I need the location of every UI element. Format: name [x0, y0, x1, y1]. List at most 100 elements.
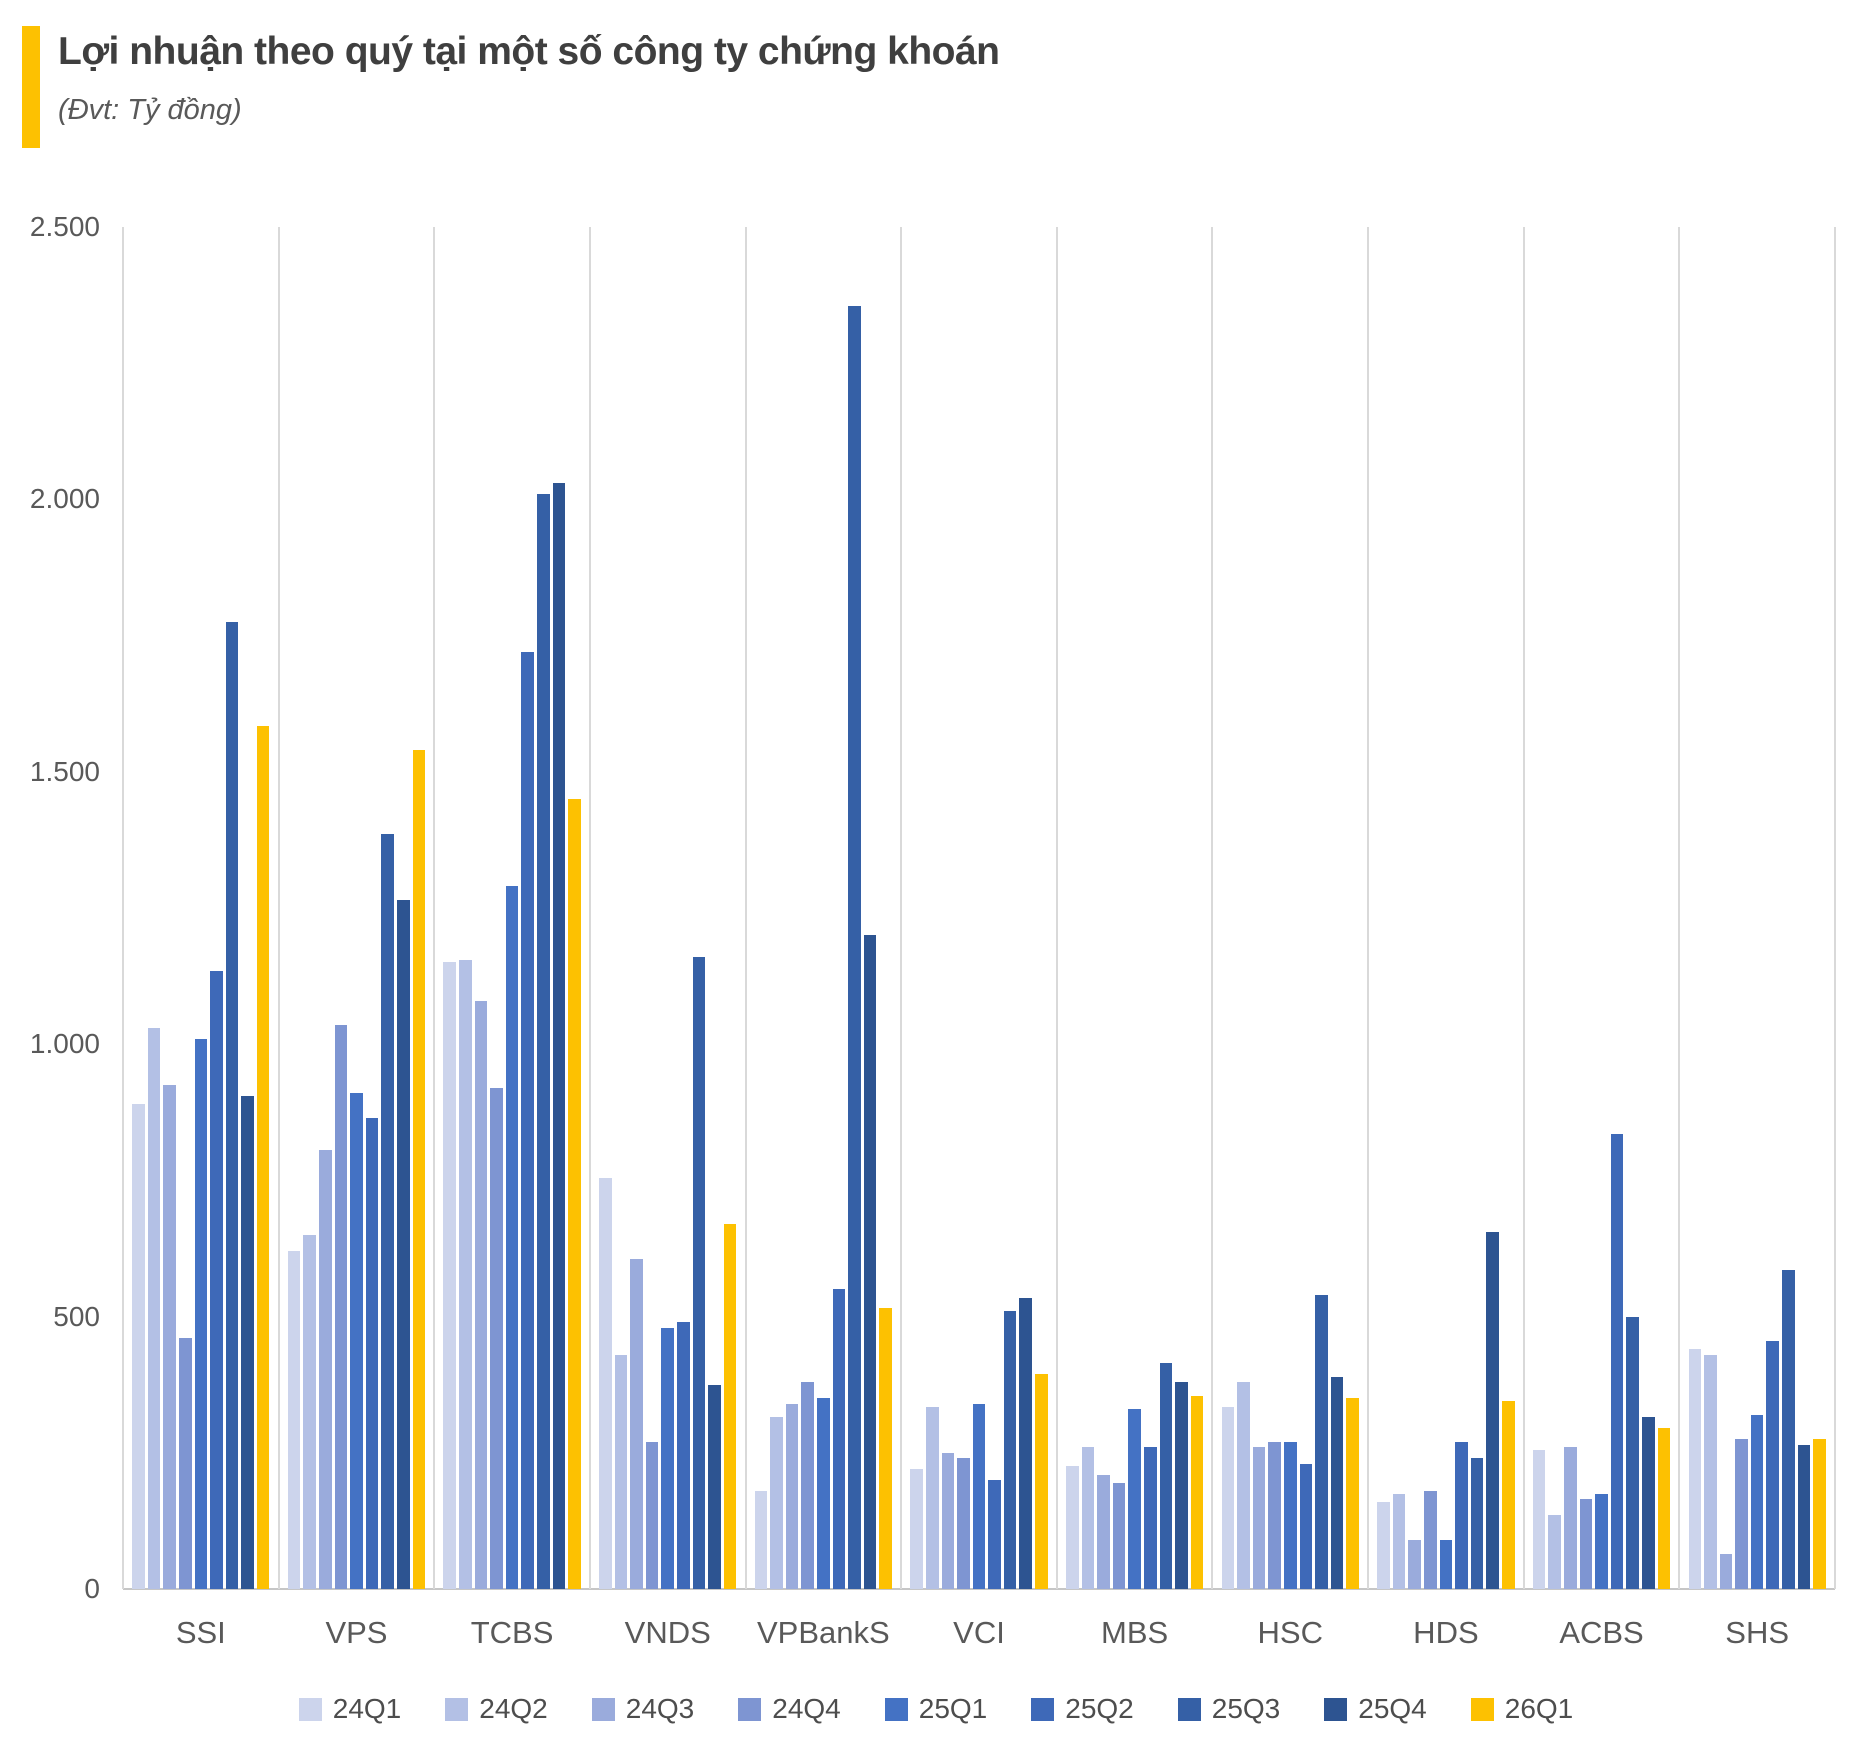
bar-vpbanks-25Q2 — [832, 1289, 846, 1589]
bar-vpbanks-25Q1 — [817, 1398, 830, 1589]
legend-label: 24Q2 — [479, 1693, 548, 1724]
y-tick-label: 2.000 — [29, 483, 100, 515]
category-label-vpbanks: VPBankS — [757, 1615, 890, 1650]
category-separator-line — [1055, 227, 1058, 1589]
bar-vnds-24Q4 — [645, 1441, 659, 1589]
y-tick-label: 1.000 — [29, 1028, 100, 1060]
bar-vps-25Q2 — [365, 1117, 379, 1589]
legend-item-25Q3: 25Q3 — [1177, 1693, 1281, 1725]
bar-vci-25Q1 — [972, 1403, 986, 1589]
legend-swatch-icon — [1177, 1697, 1201, 1721]
legend-swatch-icon — [738, 1697, 762, 1721]
bar-vci-25Q4 — [1019, 1297, 1033, 1589]
plot-area — [122, 227, 1836, 1590]
bar-acbs-25Q2 — [1610, 1134, 1624, 1589]
category-group-shs — [1679, 227, 1835, 1589]
bar-shs-24Q4 — [1735, 1439, 1748, 1589]
category-separator-line — [277, 227, 280, 1589]
bar-tcbs-24Q3 — [474, 1000, 488, 1589]
legend-swatch-icon — [1031, 1697, 1055, 1721]
bar-hds-24Q1 — [1377, 1501, 1390, 1589]
bar-vps-25Q1 — [350, 1093, 363, 1589]
bar-shs-25Q2 — [1766, 1341, 1780, 1589]
category-group-mbs — [1057, 227, 1213, 1589]
category-label-shs: SHS — [1725, 1615, 1790, 1650]
bar-vnds-25Q4 — [708, 1384, 721, 1589]
bar-mbs-25Q1 — [1128, 1409, 1141, 1589]
bar-mbs-25Q3 — [1159, 1362, 1173, 1589]
legend-swatch-icon — [445, 1697, 469, 1721]
bar-hsc-24Q3 — [1252, 1447, 1266, 1589]
category-label-ssi: SSI — [175, 1615, 226, 1650]
bar-mbs-24Q3 — [1097, 1474, 1110, 1589]
bar-hsc-25Q4 — [1330, 1376, 1344, 1589]
category-separator-line — [1834, 227, 1836, 1589]
bar-shs-25Q3 — [1782, 1270, 1795, 1589]
bar-hsc-24Q2 — [1237, 1381, 1250, 1589]
y-tick-label: 0 — [84, 1573, 100, 1604]
category-label-acbs: ACBS — [1559, 1615, 1644, 1650]
category-separator-line — [1678, 227, 1681, 1589]
title-accent-bar — [22, 26, 40, 148]
bar-vci-25Q2 — [988, 1480, 1001, 1589]
bar-vpbanks-24Q4 — [801, 1381, 815, 1589]
legend-item-25Q1: 25Q1 — [884, 1693, 988, 1725]
legend-label: 25Q3 — [1211, 1693, 1281, 1724]
bar-hds-26Q1 — [1501, 1401, 1515, 1589]
bar-tcbs-25Q3 — [536, 493, 550, 1589]
bar-ssi-24Q2 — [147, 1027, 161, 1589]
y-tick-label: 500 — [53, 1300, 100, 1332]
bar-shs-24Q3 — [1719, 1553, 1733, 1589]
bar-vnds-24Q2 — [614, 1354, 628, 1589]
bar-vnds-25Q1 — [661, 1327, 675, 1589]
bar-acbs-26Q1 — [1657, 1428, 1671, 1589]
legend-swatch-icon — [1324, 1697, 1348, 1721]
bar-acbs-25Q1 — [1595, 1493, 1608, 1589]
category-separator-line — [1522, 227, 1525, 1589]
bar-vps-25Q4 — [396, 899, 410, 1589]
bar-acbs-24Q4 — [1579, 1499, 1593, 1589]
legend-item-25Q2: 25Q2 — [1031, 1693, 1134, 1725]
bar-ssi-25Q3 — [225, 621, 239, 1589]
bar-vnds-26Q1 — [723, 1223, 737, 1589]
bar-shs-24Q1 — [1688, 1349, 1702, 1589]
legend-swatch-icon — [1470, 1697, 1494, 1721]
x-axis-baseline — [123, 1588, 1835, 1590]
category-group-vps — [279, 227, 435, 1589]
category-label-tcbs: TCBS — [470, 1615, 554, 1650]
legend-item-24Q2: 24Q2 — [445, 1693, 548, 1725]
bar-mbs-24Q2 — [1081, 1447, 1095, 1589]
legend-swatch-icon — [884, 1697, 908, 1721]
bar-ssi-25Q2 — [210, 970, 223, 1589]
bar-hds-25Q3 — [1470, 1458, 1484, 1589]
bar-shs-25Q1 — [1750, 1414, 1764, 1589]
bar-tcbs-25Q4 — [552, 483, 566, 1589]
bar-vci-25Q3 — [1003, 1311, 1017, 1589]
bar-vpbanks-25Q4 — [863, 935, 877, 1589]
bar-tcbs-25Q2 — [521, 651, 534, 1589]
bar-vpbanks-26Q1 — [879, 1308, 893, 1589]
bar-vps-26Q1 — [412, 750, 426, 1589]
category-label-vps: VPS — [325, 1615, 388, 1650]
bar-vps-25Q3 — [381, 834, 394, 1589]
bar-acbs-25Q4 — [1642, 1417, 1655, 1589]
bar-hsc-25Q1 — [1283, 1441, 1297, 1589]
bar-vnds-25Q3 — [692, 957, 706, 1589]
bar-vnds-24Q1 — [599, 1177, 612, 1589]
category-label-vci: VCI — [953, 1615, 1005, 1650]
bar-vci-24Q2 — [925, 1406, 939, 1589]
bar-mbs-24Q1 — [1065, 1466, 1079, 1589]
category-label-mbs: MBS — [1101, 1615, 1169, 1650]
category-group-tcbs — [434, 227, 590, 1589]
y-axis: 0 500 1.000 1.500 2.000 2.500 — [0, 211, 100, 1604]
bar-ssi-26Q1 — [256, 725, 270, 1589]
bar-hds-24Q2 — [1392, 1493, 1406, 1589]
bar-shs-25Q4 — [1797, 1444, 1811, 1589]
legend-label: 25Q1 — [918, 1693, 988, 1724]
category-group-acbs — [1524, 227, 1680, 1589]
category-separator-line — [122, 227, 124, 1589]
legend-item-24Q4: 24Q4 — [738, 1693, 841, 1725]
bar-vpbanks-24Q1 — [754, 1490, 768, 1589]
legend-item-26Q1: 26Q1 — [1470, 1693, 1573, 1725]
